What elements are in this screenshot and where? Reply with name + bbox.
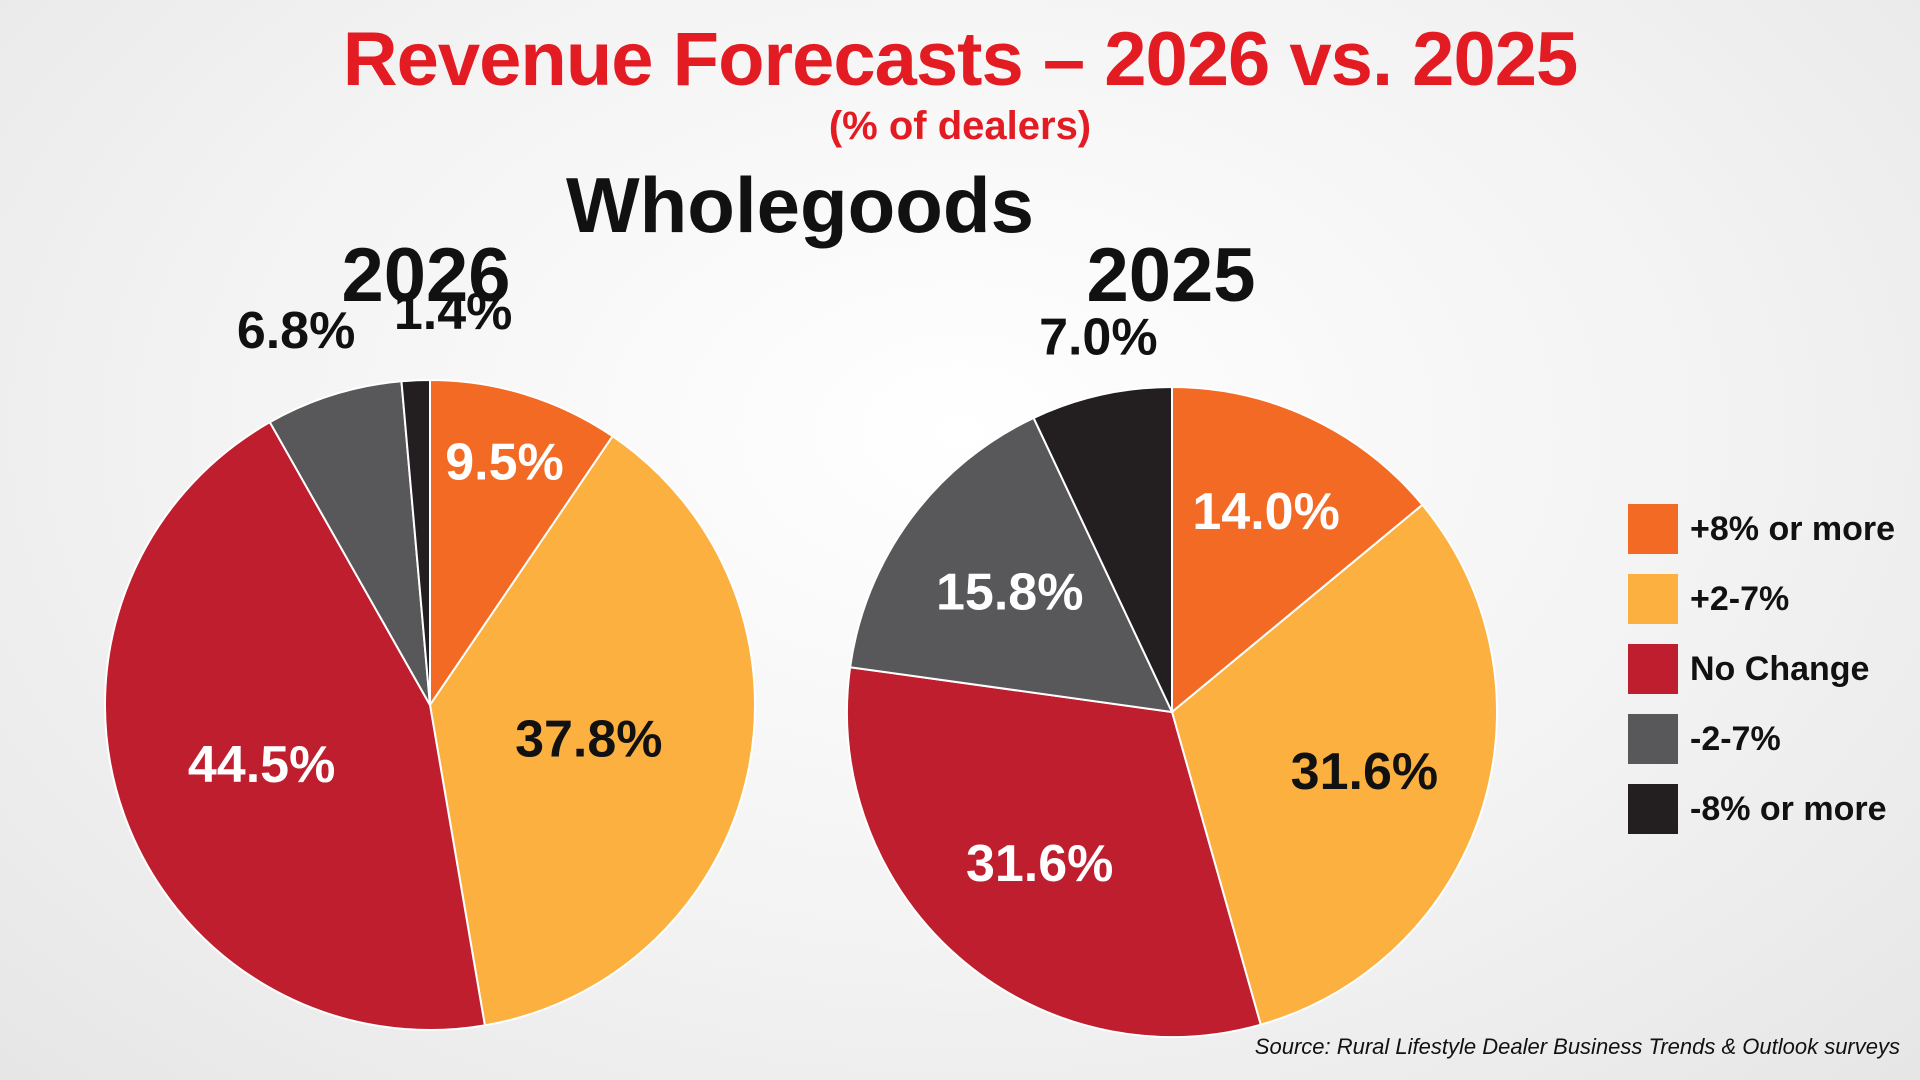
legend: +8% or more +2-7% No Change -2-7% -8% or… <box>1628 494 1895 844</box>
pie-2025-slice-3 <box>848 416 1174 714</box>
legend-label: -8% or more <box>1690 789 1887 828</box>
pie-2025-slice-1 <box>1170 503 1499 1026</box>
legend-label: +2-7% <box>1690 579 1790 618</box>
pie-2026-title: 2026 <box>341 233 511 318</box>
pie-2026-slice-4 <box>400 378 431 706</box>
pie-2026-slice-1 <box>428 434 756 1027</box>
legend-item-no-change: No Change <box>1628 634 1895 704</box>
pie-2025-label-1: 31.6% <box>1291 743 1438 801</box>
section-heading: Wholegoods <box>566 161 1034 249</box>
pie-2026-label-1: 37.8% <box>515 710 662 768</box>
pie-2026-slice-2 <box>104 420 487 1031</box>
legend-label: No Change <box>1690 649 1870 688</box>
pie-2025-label-3: 15.8% <box>936 564 1083 622</box>
pie-2026-slice-0 <box>429 378 615 709</box>
pie-2025-slice-4 <box>1032 385 1173 713</box>
pie-2025-slice-2 <box>846 666 1262 1039</box>
source-note: Source: Rural Lifestyle Dealer Business … <box>1254 1034 1900 1059</box>
legend-swatch <box>1628 574 1678 624</box>
pie-2025-slice-0 <box>1171 385 1424 715</box>
pie-2026-label-4: 1.4% <box>394 283 513 341</box>
legend-item-plus8: +8% or more <box>1628 494 1895 564</box>
legend-item-minus8: -8% or more <box>1628 774 1895 844</box>
pie-2026-label-2: 44.5% <box>188 736 335 794</box>
chart-subtitle: (% of dealers) <box>828 104 1092 148</box>
chart-title: Revenue Forecasts – 2026 vs. 2025 <box>342 17 1579 102</box>
legend-item-minus2-7: -2-7% <box>1628 704 1895 774</box>
pie-2026-label-0: 9.5% <box>445 434 564 492</box>
legend-swatch <box>1628 714 1678 764</box>
pie-2026-slice-3 <box>268 380 431 706</box>
pie-2025-title: 2025 <box>1086 233 1256 318</box>
legend-swatch <box>1628 644 1678 694</box>
legend-label: +8% or more <box>1690 509 1896 548</box>
legend-swatch <box>1628 504 1678 554</box>
legend-swatch <box>1628 784 1678 834</box>
pie-2025-label-2: 31.6% <box>966 835 1113 893</box>
pie-2026-label-3: 6.8% <box>237 302 356 360</box>
legend-label: -2-7% <box>1690 719 1781 758</box>
pie-2025-label-4: 7.0% <box>1039 309 1158 367</box>
pie-2025-label-0: 14.0% <box>1192 483 1339 541</box>
legend-item-plus2-7: +2-7% <box>1628 564 1895 634</box>
